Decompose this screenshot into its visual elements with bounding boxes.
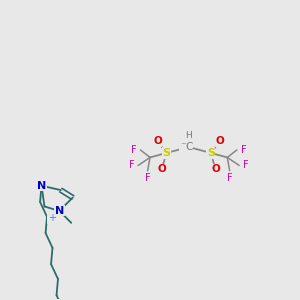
Text: +: +	[48, 213, 56, 224]
Text: F: F	[241, 145, 246, 155]
Text: C: C	[185, 142, 192, 152]
Text: O: O	[158, 164, 166, 174]
Text: F: F	[145, 173, 150, 183]
Text: H: H	[185, 130, 192, 140]
Text: O: O	[211, 164, 220, 174]
Text: ⁻: ⁻	[180, 141, 186, 151]
Text: F: F	[227, 173, 233, 183]
Text: F: F	[243, 160, 248, 170]
Text: S: S	[207, 148, 215, 158]
Text: S: S	[162, 148, 170, 158]
Text: O: O	[153, 136, 162, 146]
Text: O: O	[215, 136, 224, 146]
Text: N: N	[37, 181, 46, 191]
Text: N: N	[55, 206, 64, 216]
Text: F: F	[131, 145, 137, 155]
Text: F: F	[129, 160, 134, 170]
